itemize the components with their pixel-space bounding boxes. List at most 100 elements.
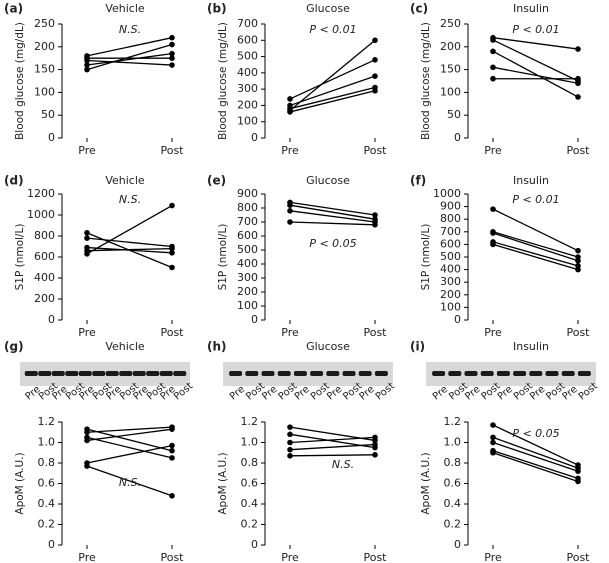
subject-line xyxy=(86,428,173,442)
point xyxy=(84,66,90,73)
x-tick-label: Post xyxy=(363,326,387,339)
band xyxy=(229,371,243,376)
point xyxy=(169,245,175,252)
y-tick-label: 0.4 xyxy=(444,497,462,510)
subject-line xyxy=(86,52,173,66)
subject-line xyxy=(86,43,173,71)
subject-line xyxy=(289,59,376,100)
band xyxy=(92,371,106,376)
band xyxy=(146,371,160,376)
y-tick-label: 200 xyxy=(440,288,461,301)
point xyxy=(490,64,496,71)
point xyxy=(372,57,378,63)
y-tick-label: 500 xyxy=(440,250,461,263)
point xyxy=(84,62,90,68)
band xyxy=(293,371,307,376)
point xyxy=(575,257,581,264)
y-tick-label: 0.8 xyxy=(444,456,462,469)
subject-line xyxy=(492,450,579,479)
subject-line xyxy=(86,426,173,433)
point xyxy=(169,50,175,57)
y-tick-label: 150 xyxy=(34,63,55,76)
band xyxy=(65,371,79,376)
point xyxy=(169,447,175,454)
point xyxy=(84,437,90,444)
x-tick-label: Pre xyxy=(281,144,299,157)
x-tick-label: Post xyxy=(160,326,184,339)
y-tick-label: 1000 xyxy=(433,187,461,200)
y-tick-label: 0 xyxy=(251,131,258,144)
y-tick-label: 1000 xyxy=(27,208,55,221)
y-tick-label: 0 xyxy=(251,538,258,551)
point xyxy=(169,41,175,48)
band xyxy=(159,371,173,376)
y-tick-label: 1.0 xyxy=(38,436,56,449)
y-tick-label: 0.8 xyxy=(241,456,259,469)
y-tick-label: 1.0 xyxy=(241,436,259,449)
band xyxy=(342,371,356,376)
y-tick-label: 600 xyxy=(237,33,258,46)
y-tick-label: 0.6 xyxy=(241,477,259,490)
x-tick-label: Pre xyxy=(78,551,96,563)
y-tick-label: 400 xyxy=(237,66,258,79)
point xyxy=(490,48,496,55)
subject-line xyxy=(86,237,173,248)
point xyxy=(490,434,496,441)
point xyxy=(84,53,90,59)
x-tick-label: Post xyxy=(160,551,184,563)
subject-line xyxy=(289,90,376,113)
point xyxy=(490,241,496,248)
subject-line xyxy=(492,232,579,262)
y-tick-label: 700 xyxy=(237,17,258,30)
subject-line xyxy=(289,201,376,216)
point xyxy=(169,493,175,499)
point xyxy=(84,230,90,236)
y-tick-label: 400 xyxy=(237,257,258,270)
panel-label: (d) xyxy=(4,174,24,188)
y-tick-label: 1.2 xyxy=(241,415,259,428)
y-tick-label: 700 xyxy=(237,215,258,228)
subject-line xyxy=(86,428,173,452)
point xyxy=(169,426,175,432)
y-tick-label: 50 xyxy=(41,108,55,121)
y-tick-label: 600 xyxy=(237,229,258,242)
point xyxy=(372,222,378,228)
y-tick-label: 0 xyxy=(48,131,55,144)
y-axis-label: Blood glucose (mg/dL) xyxy=(420,22,432,140)
band xyxy=(561,371,575,376)
y-tick-label: 1.0 xyxy=(444,436,462,449)
point xyxy=(575,247,581,254)
point xyxy=(372,441,378,448)
point xyxy=(169,62,175,68)
y-tick-label: 250 xyxy=(34,17,55,30)
band xyxy=(464,371,478,376)
panel-label: (h) xyxy=(207,340,227,354)
subject-line xyxy=(492,39,579,82)
panel-title: Glucose xyxy=(306,340,350,353)
point xyxy=(287,202,293,208)
panel-title: Insulin xyxy=(513,340,549,353)
band xyxy=(358,371,372,376)
subject-line xyxy=(492,241,579,267)
panel-title: Vehicle xyxy=(105,174,145,187)
y-tick-label: 1.2 xyxy=(444,415,462,428)
x-tick-label: Pre xyxy=(78,326,96,339)
annotation: N.S. xyxy=(119,193,141,206)
y-tick-label: 200 xyxy=(34,292,55,305)
point xyxy=(490,449,496,456)
point xyxy=(169,250,175,256)
subject-line xyxy=(492,424,579,466)
panel-label: (g) xyxy=(4,340,24,354)
x-tick-label: Post xyxy=(363,144,387,157)
y-tick-label: 0.2 xyxy=(38,518,56,531)
band xyxy=(105,371,119,376)
subject-line xyxy=(492,436,579,469)
subject-line xyxy=(492,37,579,50)
subject-line xyxy=(492,50,579,98)
band xyxy=(326,371,340,376)
y-tick-label: 900 xyxy=(237,187,258,200)
point xyxy=(490,422,496,428)
band xyxy=(119,371,133,376)
point xyxy=(84,235,90,241)
